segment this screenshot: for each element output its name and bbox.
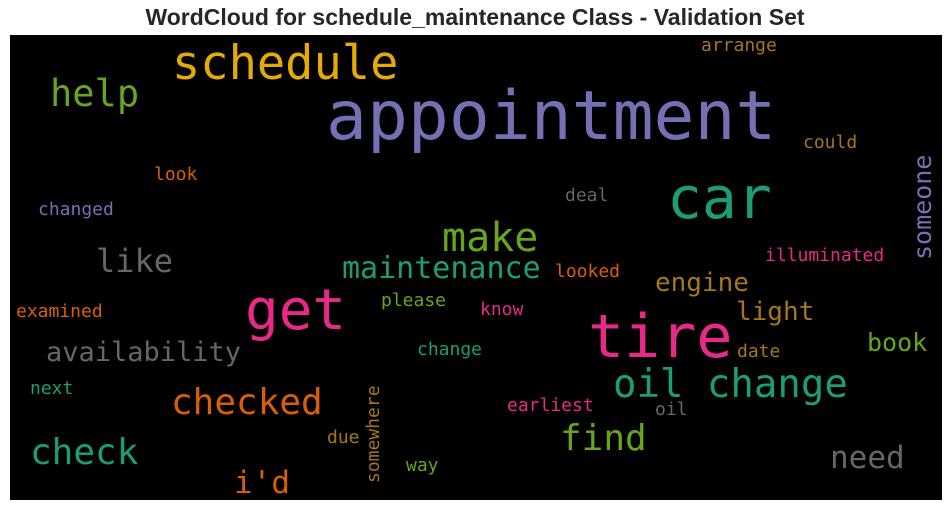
word: date: [737, 341, 781, 362]
word: engine: [655, 268, 749, 298]
word: car: [667, 164, 772, 232]
word: next: [30, 378, 74, 399]
word: could: [803, 132, 858, 153]
word: know: [480, 299, 524, 320]
word: find: [560, 418, 647, 459]
word: make: [442, 215, 539, 261]
word: book: [867, 328, 928, 357]
word: appointment: [326, 77, 777, 156]
word: illuminated: [765, 245, 885, 266]
word: tire: [588, 302, 733, 372]
word: deal: [565, 185, 609, 206]
word: somewhere: [363, 385, 384, 483]
word: oil: [655, 399, 688, 420]
chart-title: WordCloud for schedule_maintenance Class…: [145, 4, 805, 30]
word: light: [736, 297, 815, 327]
word: due: [327, 427, 360, 448]
word: availability: [46, 337, 242, 368]
word: change: [417, 339, 483, 360]
word: check: [30, 432, 139, 473]
word: look: [154, 164, 198, 185]
word: checked: [171, 382, 323, 423]
word: help: [50, 72, 140, 115]
word: like: [96, 242, 174, 280]
word: way: [406, 455, 439, 476]
word: need: [830, 440, 905, 476]
word: examined: [16, 301, 103, 322]
word: maintenance: [342, 251, 541, 286]
word: schedule: [172, 36, 399, 91]
word: someone: [908, 154, 937, 260]
word: looked: [555, 261, 621, 282]
word: changed: [38, 199, 114, 220]
word: earliest: [507, 395, 594, 416]
word: get: [245, 278, 347, 343]
word: arrange: [701, 35, 777, 56]
word: oil change: [613, 362, 848, 407]
word: i'd: [234, 465, 290, 500]
word-cloud: appointment schedule car tire get oil ch…: [10, 35, 942, 500]
word: please: [381, 290, 447, 311]
